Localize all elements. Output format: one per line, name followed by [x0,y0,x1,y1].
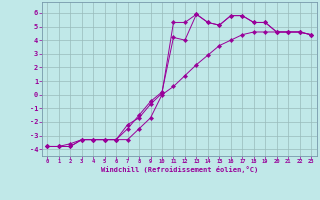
X-axis label: Windchill (Refroidissement éolien,°C): Windchill (Refroidissement éolien,°C) [100,166,258,173]
